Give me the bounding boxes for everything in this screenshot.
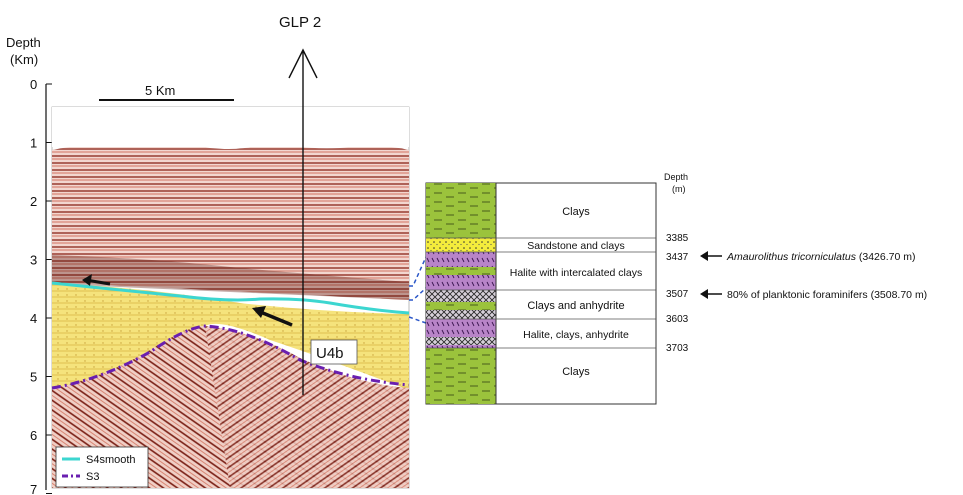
- boundary-depth: 3385: [666, 233, 689, 244]
- onlap-arrow-center: [252, 306, 293, 327]
- upper-reflectors: [52, 140, 409, 300]
- unit-label-halite-anhydrite: Halite, clays, anhydrite: [523, 329, 629, 341]
- onlap-arrow-left: [82, 274, 111, 286]
- lower-diapir-right-flank: [205, 326, 409, 488]
- depth-axis: Depth (Km) 0 1 2 3 4 5 6 7: [6, 35, 52, 495]
- unit-label-anhydrite: Clays and anhydrite: [527, 300, 624, 312]
- legend: S4smooth S3: [55, 446, 149, 488]
- litho-anhydrite-2: [426, 337, 496, 345]
- correlation-line-top: [409, 256, 427, 287]
- litho-clay-interbed-2: [426, 302, 496, 310]
- horizon-s4smooth: [51, 281, 410, 315]
- depth-tick-label: 3: [30, 253, 37, 268]
- boundary-depth: 3603: [666, 314, 689, 325]
- well-name: GLP 2: [279, 14, 321, 31]
- annotation-foraminifers-text: 80% of planktonic foraminifers (3508.70 …: [727, 289, 927, 301]
- unit-label-halite: Halite with intercalated clays: [510, 267, 642, 279]
- stratigraphic-column: Clays Sandstone and clays Halite with in…: [425, 172, 927, 405]
- depth-tick-label: 2: [30, 194, 37, 209]
- depth-tick-label: 7: [30, 482, 37, 495]
- annotation-depth: (3426.70 m): [856, 251, 916, 263]
- horizon-s3: [51, 324, 410, 390]
- arrow-left-icon: [700, 289, 708, 299]
- boundary-depth: 3507: [666, 289, 689, 300]
- seismic-section: 5 Km GLP 2 U4b S4smooth S3: [51, 14, 410, 489]
- annotation-text: Amaurolithus tricorniculatus (3426.70 m): [726, 251, 916, 263]
- water-column: [52, 107, 409, 147]
- legend-box: [55, 446, 149, 488]
- depth-tick-label: 0: [30, 77, 37, 92]
- unit-label: U4b: [316, 345, 344, 362]
- depth-tick-label: 6: [30, 428, 37, 443]
- depth-axis-ticks: 0 1 2 3 4 5 6 7: [30, 77, 52, 495]
- depth-tick-label: 1: [30, 136, 37, 151]
- column-depth-title-line2: (m): [672, 184, 686, 194]
- derrick-icon: [288, 48, 318, 79]
- unit-label-clays-lower: Clays: [562, 366, 590, 378]
- depth-tick-label: 5: [30, 370, 37, 385]
- litho-clays-lower: [426, 348, 496, 404]
- annotation-taxon: Amaurolithus tricorniculatus: [726, 251, 857, 263]
- dark-reflector-band: [52, 255, 409, 300]
- litho-sandstone: [426, 238, 496, 252]
- arrow-left-icon: [700, 251, 708, 261]
- unit-label-clays-upper: Clays: [562, 206, 590, 218]
- boundary-depth: 3703: [666, 343, 689, 354]
- unit-label-sandstone: Sandstone and clays: [527, 240, 624, 252]
- litho-clays-upper: [426, 183, 496, 238]
- correlation-lines: [408, 256, 427, 324]
- boundary-depth: 3437: [666, 252, 689, 263]
- litho-clay-interbed: [426, 267, 496, 275]
- depth-axis-title-line2: (Km): [10, 52, 38, 67]
- correlation-line-bottom: [408, 316, 427, 324]
- correlation-line-middle: [409, 287, 427, 301]
- column-depth-title-line1: Depth: [664, 172, 688, 182]
- depth-axis-title-line1: Depth: [6, 35, 41, 50]
- legend-label-s3: S3: [86, 471, 99, 483]
- annotation-amaurolithus: Amaurolithus tricorniculatus (3426.70 m): [700, 251, 916, 263]
- scale-bar-label: 5 Km: [145, 83, 175, 98]
- unit-u4b-area: [52, 283, 409, 390]
- annotation-foraminifers: 80% of planktonic foraminifers (3508.70 …: [700, 289, 927, 301]
- depth-tick-label: 4: [30, 311, 37, 326]
- unit-label-box: [310, 339, 358, 365]
- legend-label-s4smooth: S4smooth: [86, 454, 136, 466]
